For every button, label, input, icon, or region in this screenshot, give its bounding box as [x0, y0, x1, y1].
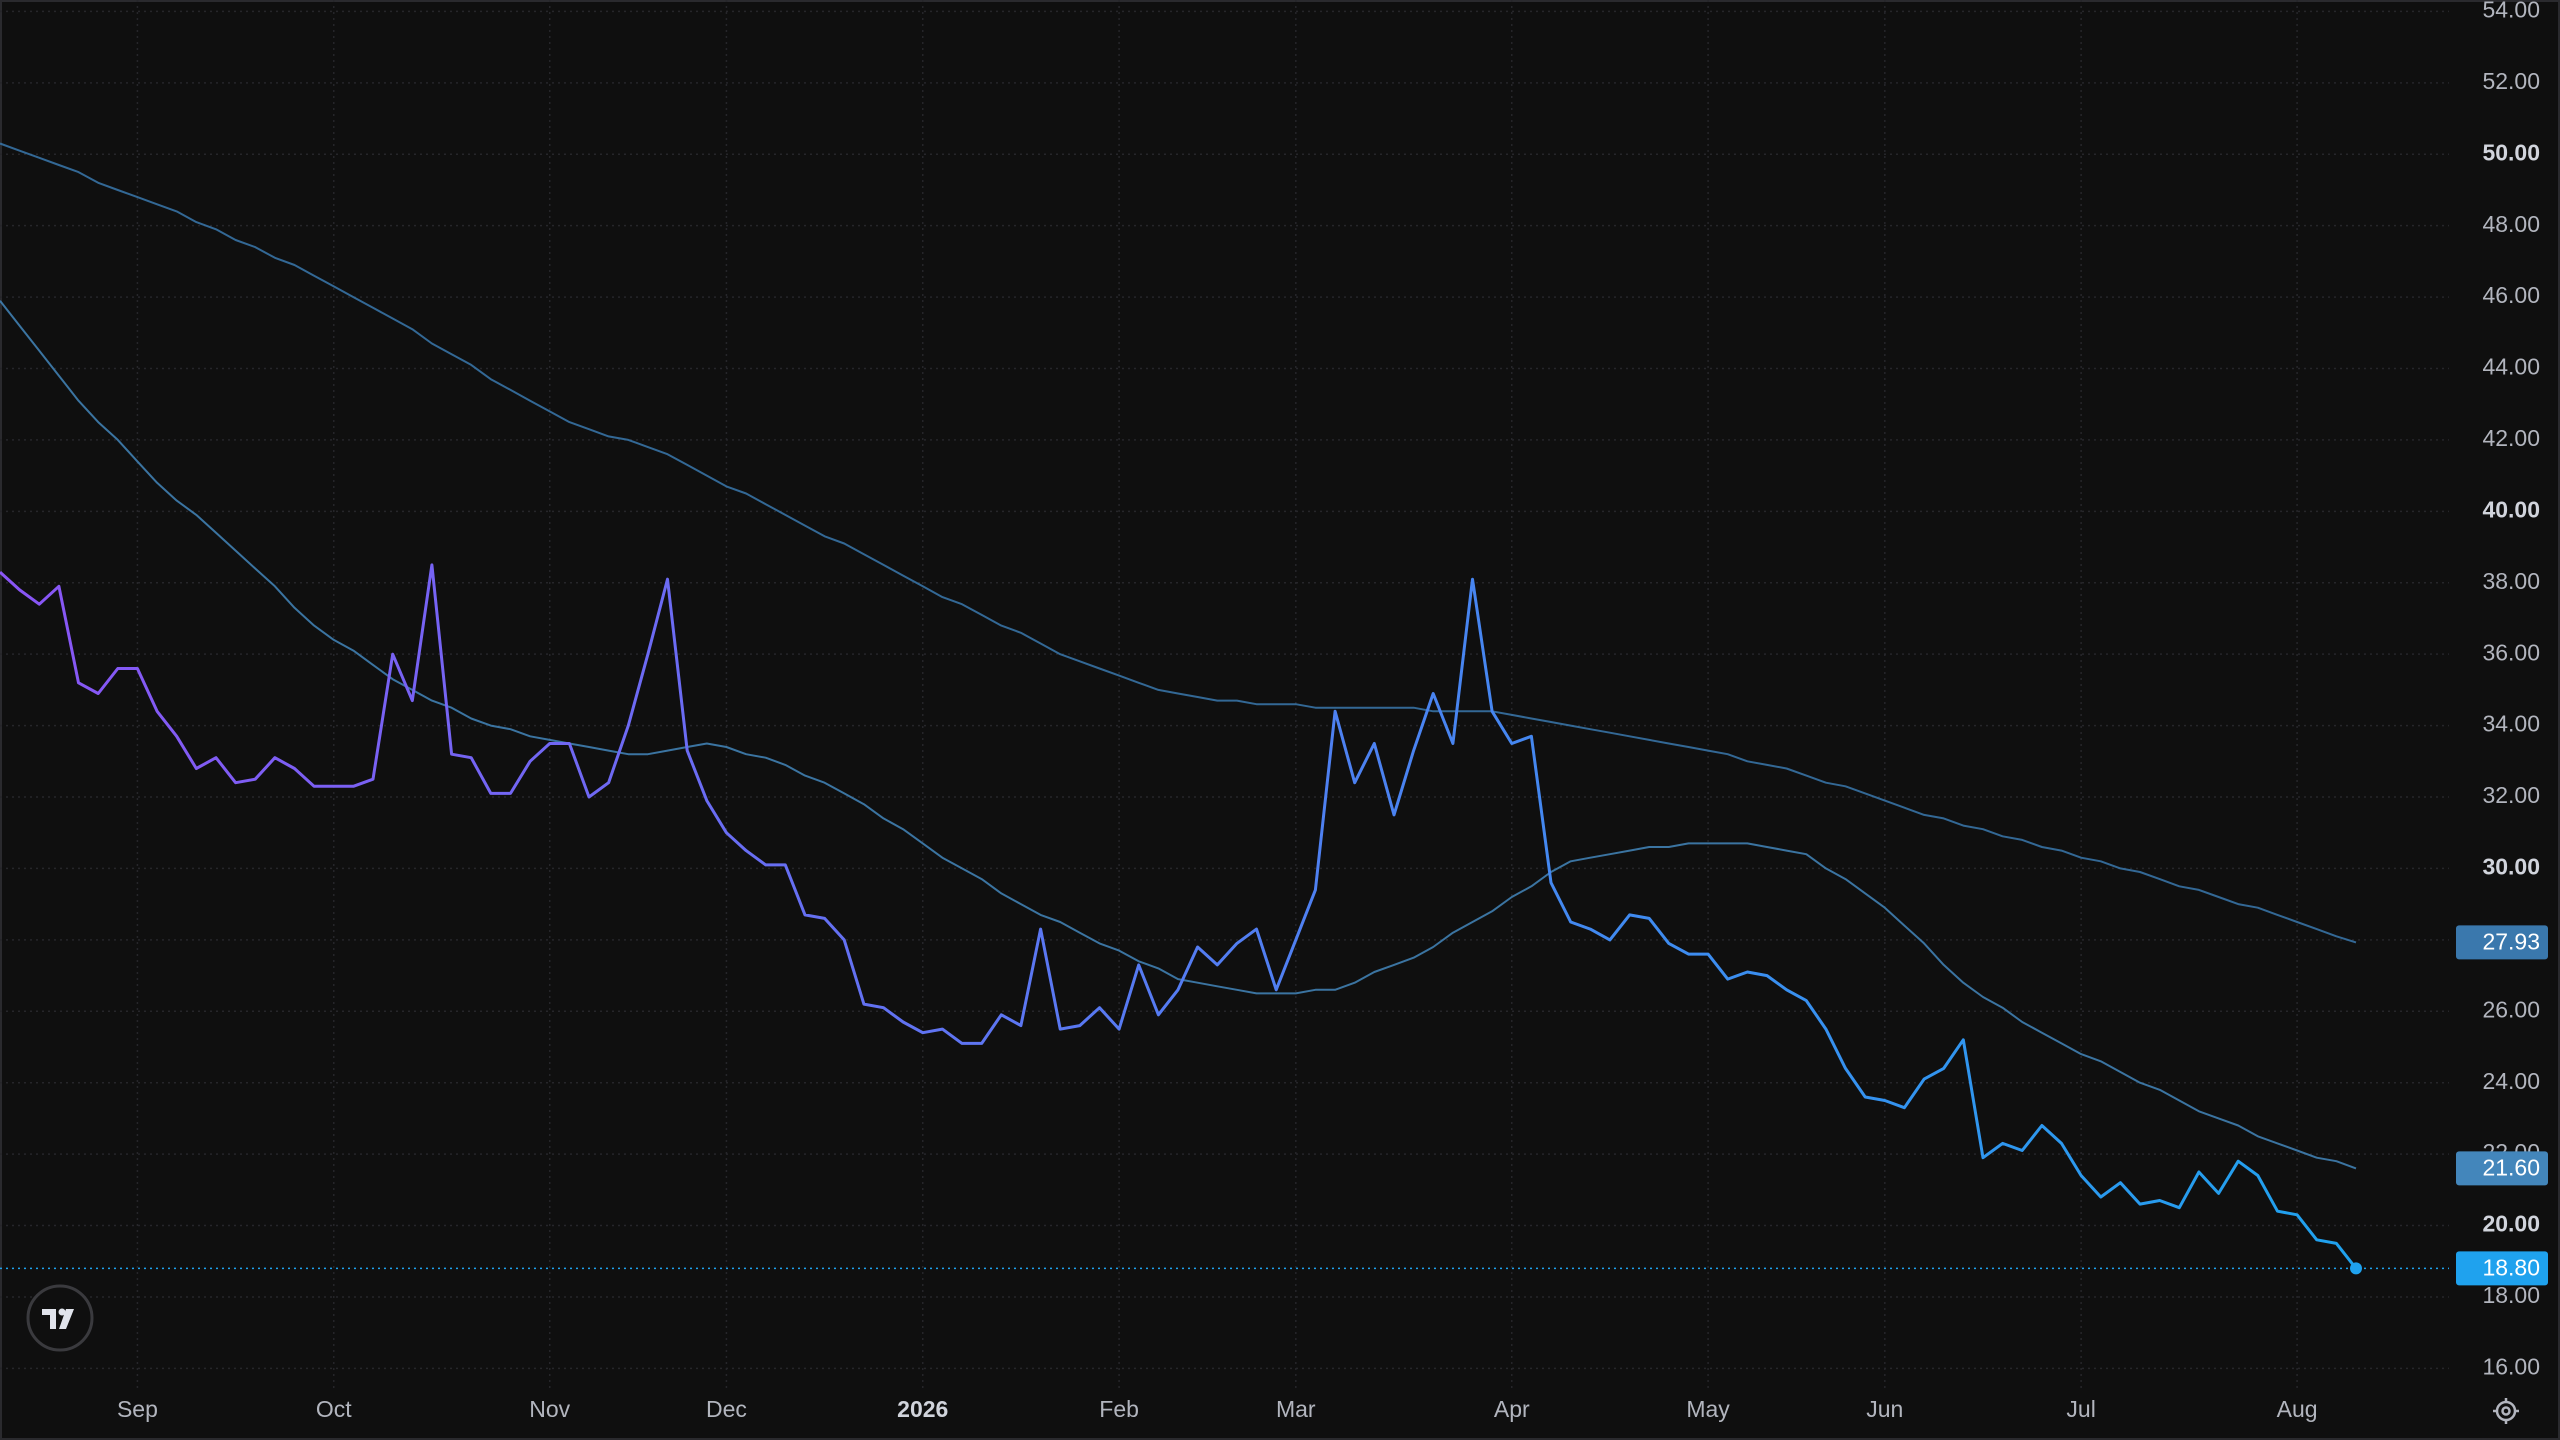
x-tick-label: Oct	[316, 1396, 352, 1422]
last-price-dot	[2350, 1262, 2362, 1275]
y-tick-label: 20.00	[2482, 1211, 2540, 1237]
x-tick-label: Mar	[1276, 1396, 1316, 1422]
x-tick-label: Aug	[2277, 1396, 2318, 1422]
axes: 16.0018.0020.0022.0024.0026.0028.0030.00…	[117, 0, 2548, 1422]
y-tick-label: 44.00	[2482, 354, 2540, 380]
grid	[0, 0, 2449, 1388]
moving-average-line	[0, 142, 2357, 944]
x-tick-label: Nov	[529, 1396, 570, 1422]
y-tick-label: 16.00	[2482, 1353, 2540, 1379]
x-tick-label: Feb	[1099, 1396, 1139, 1422]
logo[interactable]	[26, 1284, 94, 1352]
y-tick-label: 40.00	[2482, 496, 2540, 522]
x-tick-label: Apr	[1494, 1396, 1530, 1422]
moving-average-line	[0, 300, 2357, 1170]
y-tick-label: 42.00	[2482, 425, 2540, 451]
y-tick-label: 24.00	[2482, 1068, 2540, 1094]
y-tick-label: 18.00	[2482, 1282, 2540, 1308]
plot	[0, 142, 2449, 1275]
x-tick-label: Sep	[117, 1396, 158, 1422]
settings-icon[interactable]	[2493, 1398, 2519, 1424]
y-tick-label: 34.00	[2482, 711, 2540, 737]
price-tag-label: 21.60	[2482, 1154, 2540, 1180]
price-line	[0, 563, 2358, 1270]
price-tag-label: 18.80	[2482, 1254, 2540, 1280]
price-tag	[2456, 1151, 2548, 1186]
x-tick-label: May	[1686, 1396, 1730, 1422]
y-tick-label: 48.00	[2482, 211, 2540, 237]
y-tick-label: 32.00	[2482, 782, 2540, 808]
x-tick-label: Jun	[1866, 1396, 1903, 1422]
price-tag-label: 27.93	[2482, 928, 2540, 954]
y-tick-label: 26.00	[2482, 996, 2540, 1022]
y-tick-label: 50.00	[2482, 139, 2540, 165]
price-tag	[2456, 1251, 2548, 1286]
y-tick-label: 54.00	[2482, 0, 2540, 23]
y-tick-label: 52.00	[2482, 68, 2540, 94]
x-tick-label: Dec	[706, 1396, 747, 1422]
y-tick-label: 38.00	[2482, 568, 2540, 594]
price-tag	[2456, 925, 2548, 960]
y-tick-label: 30.00	[2482, 854, 2540, 880]
y-tick-label: 46.00	[2482, 282, 2540, 308]
x-tick-label: Jul	[2066, 1396, 2095, 1422]
x-tick-label: 2026	[897, 1396, 948, 1422]
y-tick-label: 36.00	[2482, 639, 2540, 665]
